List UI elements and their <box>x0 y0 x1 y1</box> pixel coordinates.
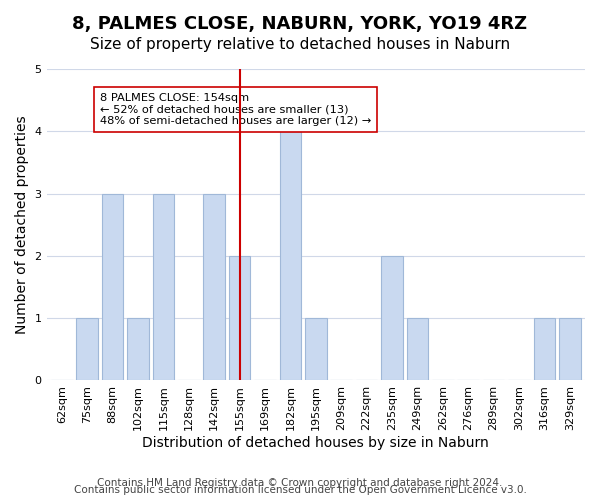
Bar <box>102 194 124 380</box>
X-axis label: Distribution of detached houses by size in Naburn: Distribution of detached houses by size … <box>142 436 489 450</box>
Text: 8, PALMES CLOSE, NABURN, YORK, YO19 4RZ: 8, PALMES CLOSE, NABURN, YORK, YO19 4RZ <box>73 15 527 33</box>
Bar <box>152 194 174 380</box>
Bar <box>280 132 301 380</box>
Y-axis label: Number of detached properties: Number of detached properties <box>15 116 29 334</box>
Bar <box>533 318 555 380</box>
Bar <box>203 194 225 380</box>
Text: Contains public sector information licensed under the Open Government Licence v3: Contains public sector information licen… <box>74 485 526 495</box>
Bar <box>76 318 98 380</box>
Bar <box>305 318 326 380</box>
Bar <box>559 318 581 380</box>
Text: Contains HM Land Registry data © Crown copyright and database right 2024.: Contains HM Land Registry data © Crown c… <box>97 478 503 488</box>
Bar <box>381 256 403 380</box>
Text: 8 PALMES CLOSE: 154sqm
← 52% of detached houses are smaller (13)
48% of semi-det: 8 PALMES CLOSE: 154sqm ← 52% of detached… <box>100 92 371 126</box>
Text: Size of property relative to detached houses in Naburn: Size of property relative to detached ho… <box>90 38 510 52</box>
Bar <box>127 318 149 380</box>
Bar <box>407 318 428 380</box>
Bar <box>229 256 250 380</box>
